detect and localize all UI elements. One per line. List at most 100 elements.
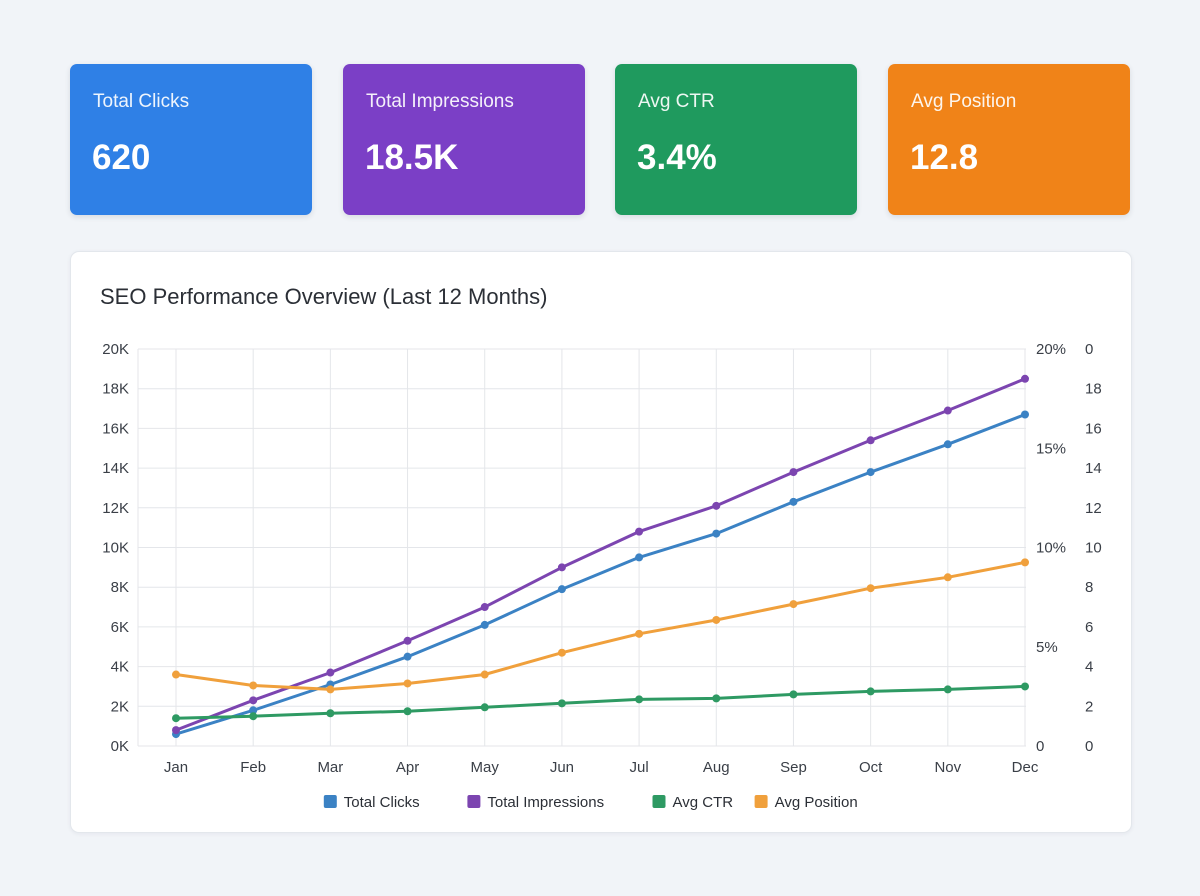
series-line-total-impressions <box>174 377 1027 732</box>
y-tick-label-right-position: 12 <box>1085 500 1102 517</box>
legend-label-avg-ctr: Avg CTR <box>673 794 734 811</box>
y-tick-label-right-ctr: 10% <box>1036 540 1066 557</box>
data-point-total-clicks <box>1021 410 1029 419</box>
y-tick-label-right-position: 0 <box>1085 341 1093 358</box>
data-point-total-clicks <box>249 706 258 715</box>
x-tick-label: Jan <box>164 759 188 776</box>
legend-swatch-total-impressions <box>467 795 481 808</box>
y-tick-label-right-ctr: 20% <box>1036 341 1066 358</box>
x-tick-label: Apr <box>396 759 419 776</box>
data-point-avg-position <box>943 573 952 582</box>
data-point-total-clicks <box>712 529 721 538</box>
data-point-total-impressions <box>1021 374 1029 383</box>
data-point-avg-ctr <box>789 690 798 699</box>
data-point-total-impressions <box>249 696 258 705</box>
data-point-total-impressions <box>635 527 644 536</box>
data-point-avg-ctr <box>943 685 952 694</box>
stats-row: Total Clicks 620 Total Impressions 18.5K… <box>0 0 1200 230</box>
series-line-total-clicks <box>174 413 1027 736</box>
data-point-avg-ctr <box>249 712 258 721</box>
y-tick-label-right-position: 4 <box>1085 659 1093 676</box>
x-tick-label: Mar <box>317 759 343 776</box>
chart-panel: SEO Performance Overview (Last 12 Months… <box>70 251 1132 833</box>
y-tick-label-right-ctr: 5% <box>1036 639 1058 656</box>
stat-label: Total Impressions <box>366 91 514 112</box>
data-point-total-clicks <box>557 585 566 594</box>
y-tick-label-left: 2K <box>111 698 129 715</box>
x-tick-label: Jun <box>550 759 574 776</box>
x-tick-label: Jul <box>629 759 648 776</box>
data-point-avg-position <box>789 600 798 609</box>
chart-title: SEO Performance Overview (Last 12 Months… <box>100 284 548 309</box>
x-tick-label: Sep <box>780 759 807 776</box>
y-tick-label-right-position: 6 <box>1085 619 1093 636</box>
stat-value: 620 <box>92 138 151 177</box>
data-point-total-impressions <box>172 726 180 735</box>
data-point-total-impressions <box>403 636 412 645</box>
y-tick-label-left: 16K <box>102 420 129 437</box>
data-point-total-impressions <box>866 436 875 445</box>
legend-label-avg-position: Avg Position <box>775 794 858 811</box>
stat-card-total-clicks: Total Clicks 620 <box>70 64 312 215</box>
x-tick-label: Oct <box>859 759 883 776</box>
x-tick-label: May <box>471 759 500 776</box>
y-tick-label-right-position: 2 <box>1085 698 1093 715</box>
data-point-avg-ctr <box>480 703 489 712</box>
x-tick-label: Feb <box>240 759 266 776</box>
y-tick-label-right-ctr: 0 <box>1036 738 1044 755</box>
legend-label-total-impressions: Total Impressions <box>487 794 604 811</box>
data-point-total-impressions <box>789 468 798 477</box>
data-point-avg-position <box>249 681 258 690</box>
data-point-total-impressions <box>943 406 952 415</box>
data-point-total-impressions <box>557 563 566 572</box>
x-tick-label: Dec <box>1012 759 1039 776</box>
y-tick-label-left: 8K <box>111 579 129 596</box>
stat-value: 3.4% <box>637 138 717 177</box>
x-tick-label: Nov <box>934 759 961 776</box>
data-point-avg-ctr <box>635 695 644 704</box>
y-tick-label-left: 0K <box>111 738 129 755</box>
data-point-total-clicks <box>635 553 644 562</box>
data-point-total-clicks <box>789 497 798 506</box>
series-line-avg-ctr <box>174 684 1027 720</box>
data-point-total-clicks <box>480 620 489 629</box>
data-point-avg-ctr <box>326 709 335 718</box>
y-tick-label-right-position: 14 <box>1085 460 1102 477</box>
stat-card-avg-position: Avg Position 12.8 <box>888 64 1130 215</box>
y-tick-label-left: 10K <box>102 540 129 557</box>
stat-label: Avg Position <box>911 91 1017 112</box>
data-point-avg-ctr <box>712 694 721 703</box>
y-tick-label-right-position: 8 <box>1085 579 1093 596</box>
y-tick-label-left: 12K <box>102 500 129 517</box>
data-point-avg-ctr <box>557 699 566 708</box>
stat-card-avg-ctr: Avg CTR 3.4% <box>615 64 857 215</box>
data-point-total-impressions <box>712 501 721 510</box>
stat-value: 18.5K <box>365 138 459 177</box>
data-point-avg-ctr <box>172 714 180 723</box>
stat-card-total-impressions: Total Impressions 18.5K <box>343 64 585 215</box>
y-tick-label-right-position: 10 <box>1085 540 1102 557</box>
data-point-avg-position <box>557 648 566 657</box>
y-tick-label-left: 18K <box>102 381 129 398</box>
y-tick-label-right-ctr: 15% <box>1036 440 1066 457</box>
data-point-avg-position <box>326 685 335 694</box>
data-point-avg-position <box>635 629 644 638</box>
stat-value: 12.8 <box>910 138 979 177</box>
y-tick-label-right-position: 18 <box>1085 381 1102 398</box>
y-tick-label-left: 6K <box>111 619 129 636</box>
data-point-avg-position <box>866 584 875 593</box>
data-point-total-clicks <box>403 652 412 661</box>
y-tick-label-left: 14K <box>102 460 129 477</box>
data-point-avg-position <box>403 679 412 688</box>
legend-swatch-avg-ctr <box>652 795 666 808</box>
data-point-total-clicks <box>943 440 952 449</box>
data-point-avg-position <box>1021 558 1029 567</box>
y-tick-label-right-position: 0 <box>1085 738 1093 755</box>
stat-label: Total Clicks <box>93 91 190 112</box>
data-point-total-impressions <box>480 603 489 612</box>
series-line-avg-position <box>174 560 1027 691</box>
legend-swatch-total-clicks <box>323 795 337 808</box>
data-point-avg-ctr <box>403 707 412 716</box>
data-point-avg-position <box>712 615 721 624</box>
legend-label-total-clicks: Total Clicks <box>344 794 420 811</box>
